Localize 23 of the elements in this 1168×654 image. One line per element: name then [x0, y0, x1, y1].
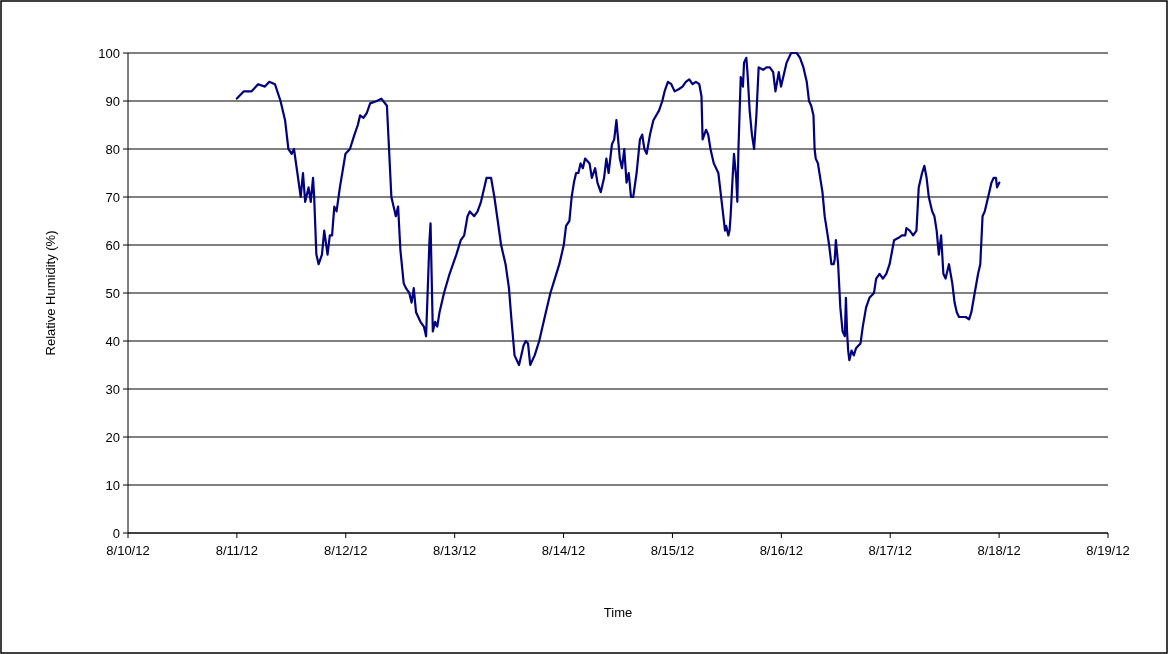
- y-tick-label: 10: [105, 477, 120, 493]
- x-tick-label: 8/18/12: [977, 543, 1021, 558]
- x-tick-label: 8/12/12: [324, 543, 368, 558]
- x-tick-label: 8/15/12: [650, 543, 695, 558]
- y-tick-label: 50: [105, 285, 120, 301]
- x-tick-label: 8/13/12: [432, 543, 477, 558]
- y-tick-label: 70: [105, 189, 120, 205]
- x-tick-label: 8/14/12: [541, 543, 586, 558]
- x-axis-title: Time: [603, 605, 633, 620]
- x-tick-label: 8/10/12: [106, 543, 150, 558]
- y-tick-label: 30: [105, 381, 120, 397]
- x-tick-label: 8/17/12: [868, 543, 912, 558]
- y-tick-label: 100: [98, 45, 120, 61]
- x-tick-label: 8/16/12: [759, 543, 804, 558]
- y-tick-label: 20: [105, 429, 120, 445]
- y-tick-label: 40: [105, 333, 120, 349]
- x-tick-label: 8/19/12: [1086, 543, 1130, 558]
- x-tick-label: 8/11/12: [215, 543, 259, 558]
- y-tick-label: 60: [105, 237, 120, 253]
- y-axis-title: Relative Humidity (%): [43, 230, 58, 356]
- y-tick-label: 0: [112, 525, 120, 541]
- y-tick-label: 90: [105, 93, 120, 109]
- y-tick-label: 80: [105, 141, 120, 157]
